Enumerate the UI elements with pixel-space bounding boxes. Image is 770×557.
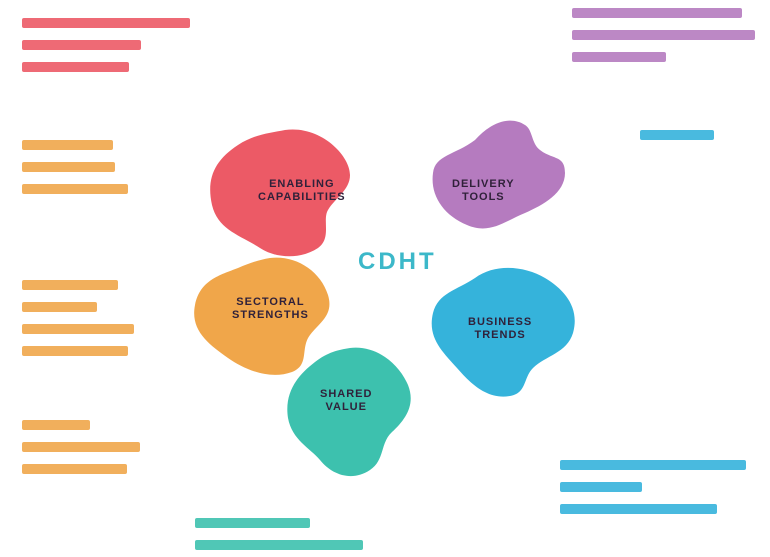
annotation-line [195,518,310,528]
annotation-a4 [22,420,152,530]
annotation-line [572,8,742,18]
petal-shared [270,340,435,500]
annotation-line [572,52,666,62]
annotation-line [22,420,90,430]
annotation-line [195,540,363,550]
annotation-line [22,162,115,172]
annotation-line [22,140,113,150]
annotation-line [22,464,127,474]
annotation-a2 [22,140,142,250]
annotation-a6 [572,8,757,98]
petal-enabling [200,120,370,270]
annotation-line [22,280,118,290]
annotation-line [22,40,141,50]
annotation-a3 [22,280,142,400]
annotation-line [22,302,97,312]
annotation-a8 [560,460,760,540]
annotation-a7 [640,130,758,430]
annotation-line [572,30,755,40]
annotation-line [22,346,128,356]
annotation-line [560,504,717,514]
petal-delivery [405,115,575,265]
petal-business [415,258,595,418]
diagram-root: { "center": { "text": "CDHT", "color": "… [0,0,770,557]
annotation-line [22,18,190,28]
annotation-a1 [22,18,202,98]
annotation-line [640,130,714,140]
annotation-line [22,324,134,334]
annotation-line [22,62,129,72]
annotation-line [22,442,140,452]
annotation-a5 [195,518,375,548]
annotation-line [22,184,128,194]
annotation-line [560,482,642,492]
annotation-line [560,460,746,470]
